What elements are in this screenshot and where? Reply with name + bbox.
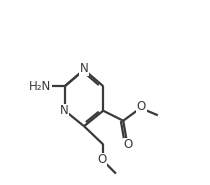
Text: H₂N: H₂N — [29, 80, 51, 93]
Text: N: N — [80, 62, 88, 75]
Text: O: O — [98, 153, 107, 166]
Text: O: O — [137, 100, 146, 113]
Text: N: N — [60, 104, 68, 117]
Text: O: O — [123, 139, 132, 152]
